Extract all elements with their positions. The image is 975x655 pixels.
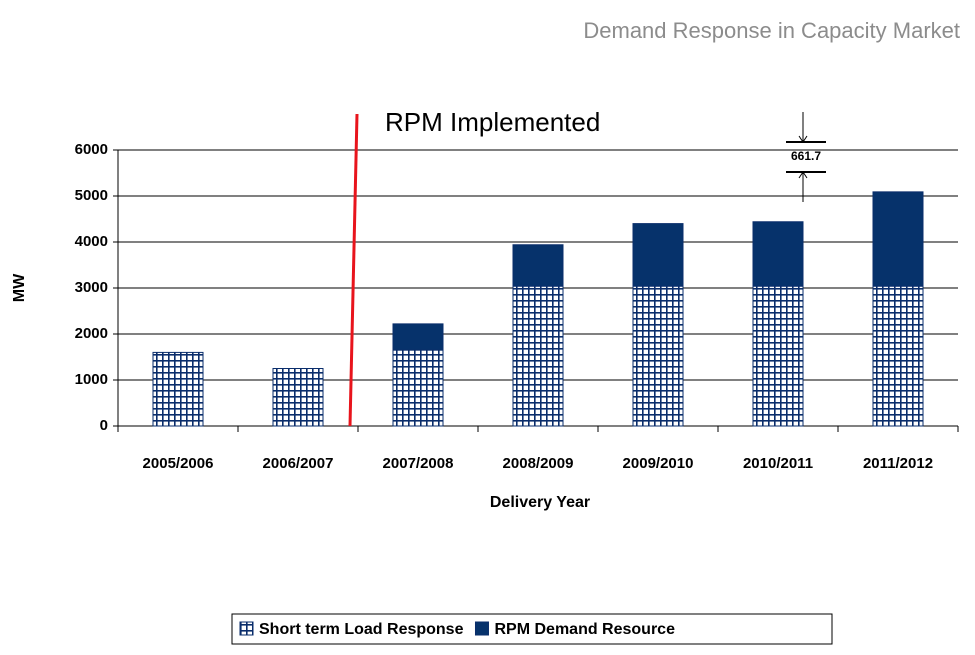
y-tick-label: 0 bbox=[100, 417, 108, 434]
bar-segment bbox=[152, 351, 204, 427]
x-tick-label: 2006/2007 bbox=[263, 455, 334, 472]
difference-marker bbox=[786, 112, 826, 202]
x-tick-label: 2005/2006 bbox=[143, 455, 214, 472]
legend: Short term Load Response RPM Demand Resou… bbox=[231, 613, 833, 645]
legend-box bbox=[231, 613, 833, 645]
y-tick-label: 5000 bbox=[75, 187, 108, 204]
y-axis-title: MW bbox=[11, 273, 28, 302]
bar-segment bbox=[752, 221, 804, 287]
legend-swatch bbox=[474, 621, 489, 636]
bar-segment bbox=[392, 323, 444, 351]
y-tick-label: 3000 bbox=[75, 279, 108, 296]
difference-label: 661.7 bbox=[791, 149, 821, 163]
y-tick-label: 1000 bbox=[75, 371, 108, 388]
y-tick-label: 4000 bbox=[75, 233, 108, 250]
x-tick-label: 2007/2008 bbox=[383, 455, 454, 472]
y-tick-label: 2000 bbox=[75, 325, 108, 342]
bar-segment bbox=[872, 191, 924, 287]
x-tick-label: 2008/2009 bbox=[503, 455, 574, 472]
bar-segment bbox=[632, 223, 684, 287]
x-tick-label: 2011/2012 bbox=[863, 455, 933, 472]
bar-segment bbox=[392, 349, 444, 427]
x-tick-label: 2010/2011 bbox=[743, 455, 813, 472]
legend-swatch bbox=[239, 621, 254, 636]
x-axis-title: Delivery Year bbox=[490, 494, 590, 511]
bar-segment bbox=[872, 285, 924, 427]
x-tick-label: 2009/2010 bbox=[623, 455, 694, 472]
annotation: RPM Implemented bbox=[385, 107, 600, 137]
rpm-divider bbox=[348, 113, 359, 427]
legend-label: Short term Load Response bbox=[259, 621, 464, 638]
bar-segment bbox=[632, 285, 684, 427]
bar-segment bbox=[512, 244, 564, 287]
y-tick-label: 6000 bbox=[75, 141, 108, 158]
bar-segment bbox=[752, 285, 804, 427]
bar-segment bbox=[512, 285, 564, 427]
chart-title: Demand Response in Capacity Market bbox=[583, 18, 960, 43]
legend-label: RPM Demand Resource bbox=[494, 621, 675, 638]
bar-segment bbox=[272, 368, 324, 427]
